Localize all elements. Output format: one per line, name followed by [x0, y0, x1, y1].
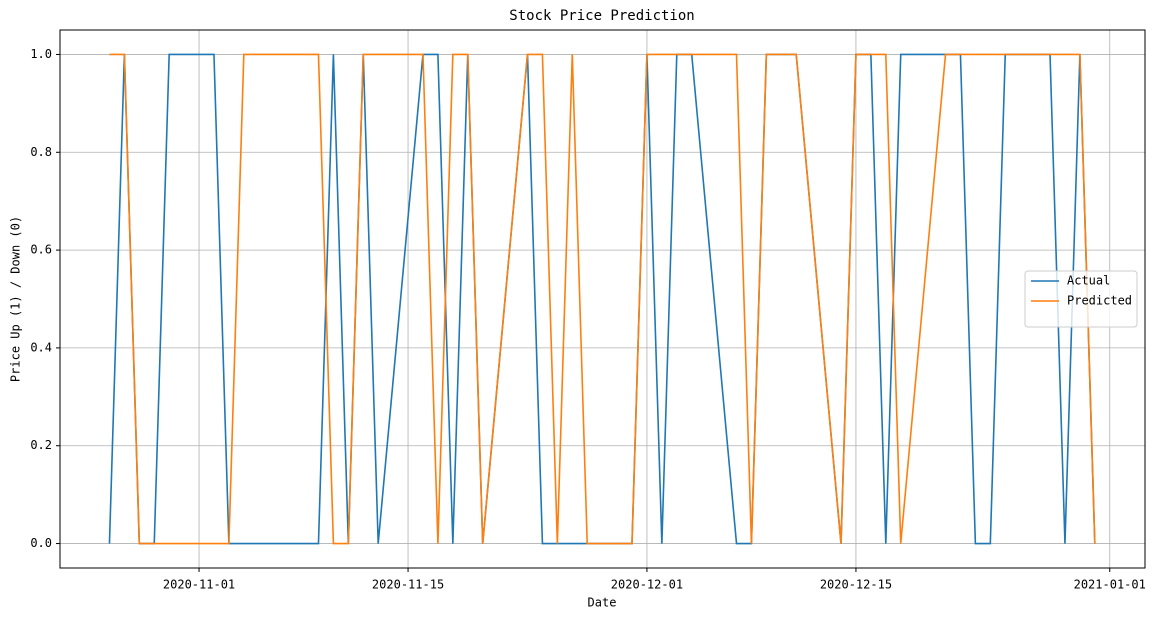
chart-title: Stock Price Prediction — [509, 8, 694, 24]
x-tick-label: 2021-01-01 — [1074, 578, 1146, 592]
y-tick-label: 0.0 — [30, 536, 52, 550]
line-series — [109, 53, 1096, 545]
line-series — [108, 53, 1096, 545]
x-tick-label: 2020-11-15 — [372, 578, 444, 592]
y-tick-label: 1.0 — [30, 47, 52, 61]
y-axis-label: Price Up (1) / Down (0) — [9, 216, 23, 382]
x-axis-label: Date — [588, 596, 617, 610]
legend: Actual Predicted — [1024, 270, 1138, 328]
y-tick-label: 0.2 — [30, 438, 52, 452]
legend-box — [1024, 270, 1138, 328]
x-tick-label: 2020-12-01 — [611, 578, 683, 592]
x-tick-label: 2020-11-01 — [163, 578, 235, 592]
y-tick-label: 0.6 — [30, 243, 52, 257]
x-tick-label: 2020-12-15 — [820, 578, 892, 592]
plot-frame — [59, 29, 1146, 569]
legend-label: Actual — [1067, 274, 1110, 288]
y-tick-label: 0.4 — [30, 340, 52, 354]
legend-label: Predicted — [1067, 294, 1132, 308]
y-tick-label: 0.8 — [30, 145, 52, 159]
